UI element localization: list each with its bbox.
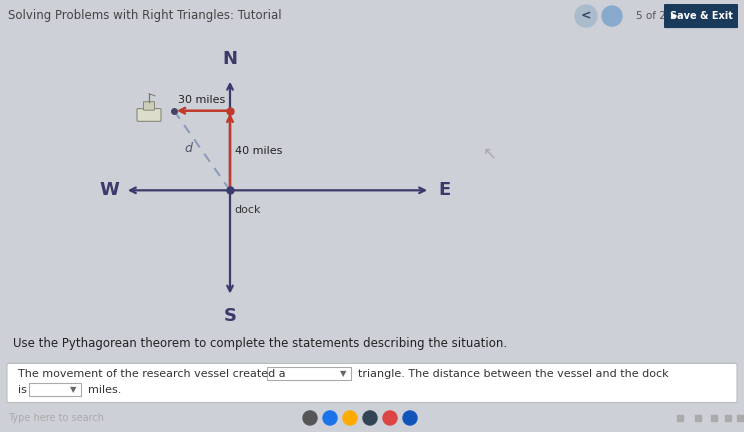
Text: ▶: ▶ [671, 11, 678, 20]
Text: d: d [184, 142, 192, 155]
Circle shape [383, 411, 397, 425]
Text: E: E [438, 181, 450, 199]
Circle shape [403, 411, 417, 425]
Text: miles.: miles. [88, 385, 121, 395]
Text: Save & Exit: Save & Exit [670, 10, 732, 21]
FancyBboxPatch shape [144, 102, 155, 110]
FancyBboxPatch shape [664, 4, 738, 28]
FancyBboxPatch shape [267, 367, 351, 380]
Text: W: W [99, 181, 119, 199]
Text: Use the Pythagorean theorem to complete the statements describing the situation.: Use the Pythagorean theorem to complete … [13, 337, 507, 350]
Text: dock: dock [234, 205, 260, 215]
Circle shape [602, 6, 622, 26]
Text: triangle. The distance between the vessel and the dock: triangle. The distance between the vesse… [358, 369, 669, 379]
Circle shape [575, 5, 597, 27]
Text: is: is [18, 385, 27, 395]
Text: 5 of 29: 5 of 29 [636, 10, 673, 21]
Text: Solving Problems with Right Triangles: Tutorial: Solving Problems with Right Triangles: T… [8, 9, 282, 22]
Text: Type here to search: Type here to search [8, 413, 104, 423]
Circle shape [343, 411, 357, 425]
Text: 40 miles: 40 miles [235, 146, 283, 156]
FancyBboxPatch shape [137, 108, 161, 121]
Text: ↖: ↖ [483, 144, 497, 162]
Text: N: N [222, 50, 237, 68]
FancyBboxPatch shape [29, 383, 81, 396]
Text: ▼: ▼ [69, 385, 76, 394]
Text: <: < [581, 9, 591, 22]
Circle shape [303, 411, 317, 425]
Text: 30 miles: 30 miles [179, 95, 225, 105]
Text: The movement of the research vessel created a: The movement of the research vessel crea… [18, 369, 286, 379]
Text: ▼: ▼ [339, 369, 346, 378]
Circle shape [323, 411, 337, 425]
Circle shape [363, 411, 377, 425]
FancyBboxPatch shape [7, 363, 737, 403]
Text: S: S [223, 307, 237, 325]
